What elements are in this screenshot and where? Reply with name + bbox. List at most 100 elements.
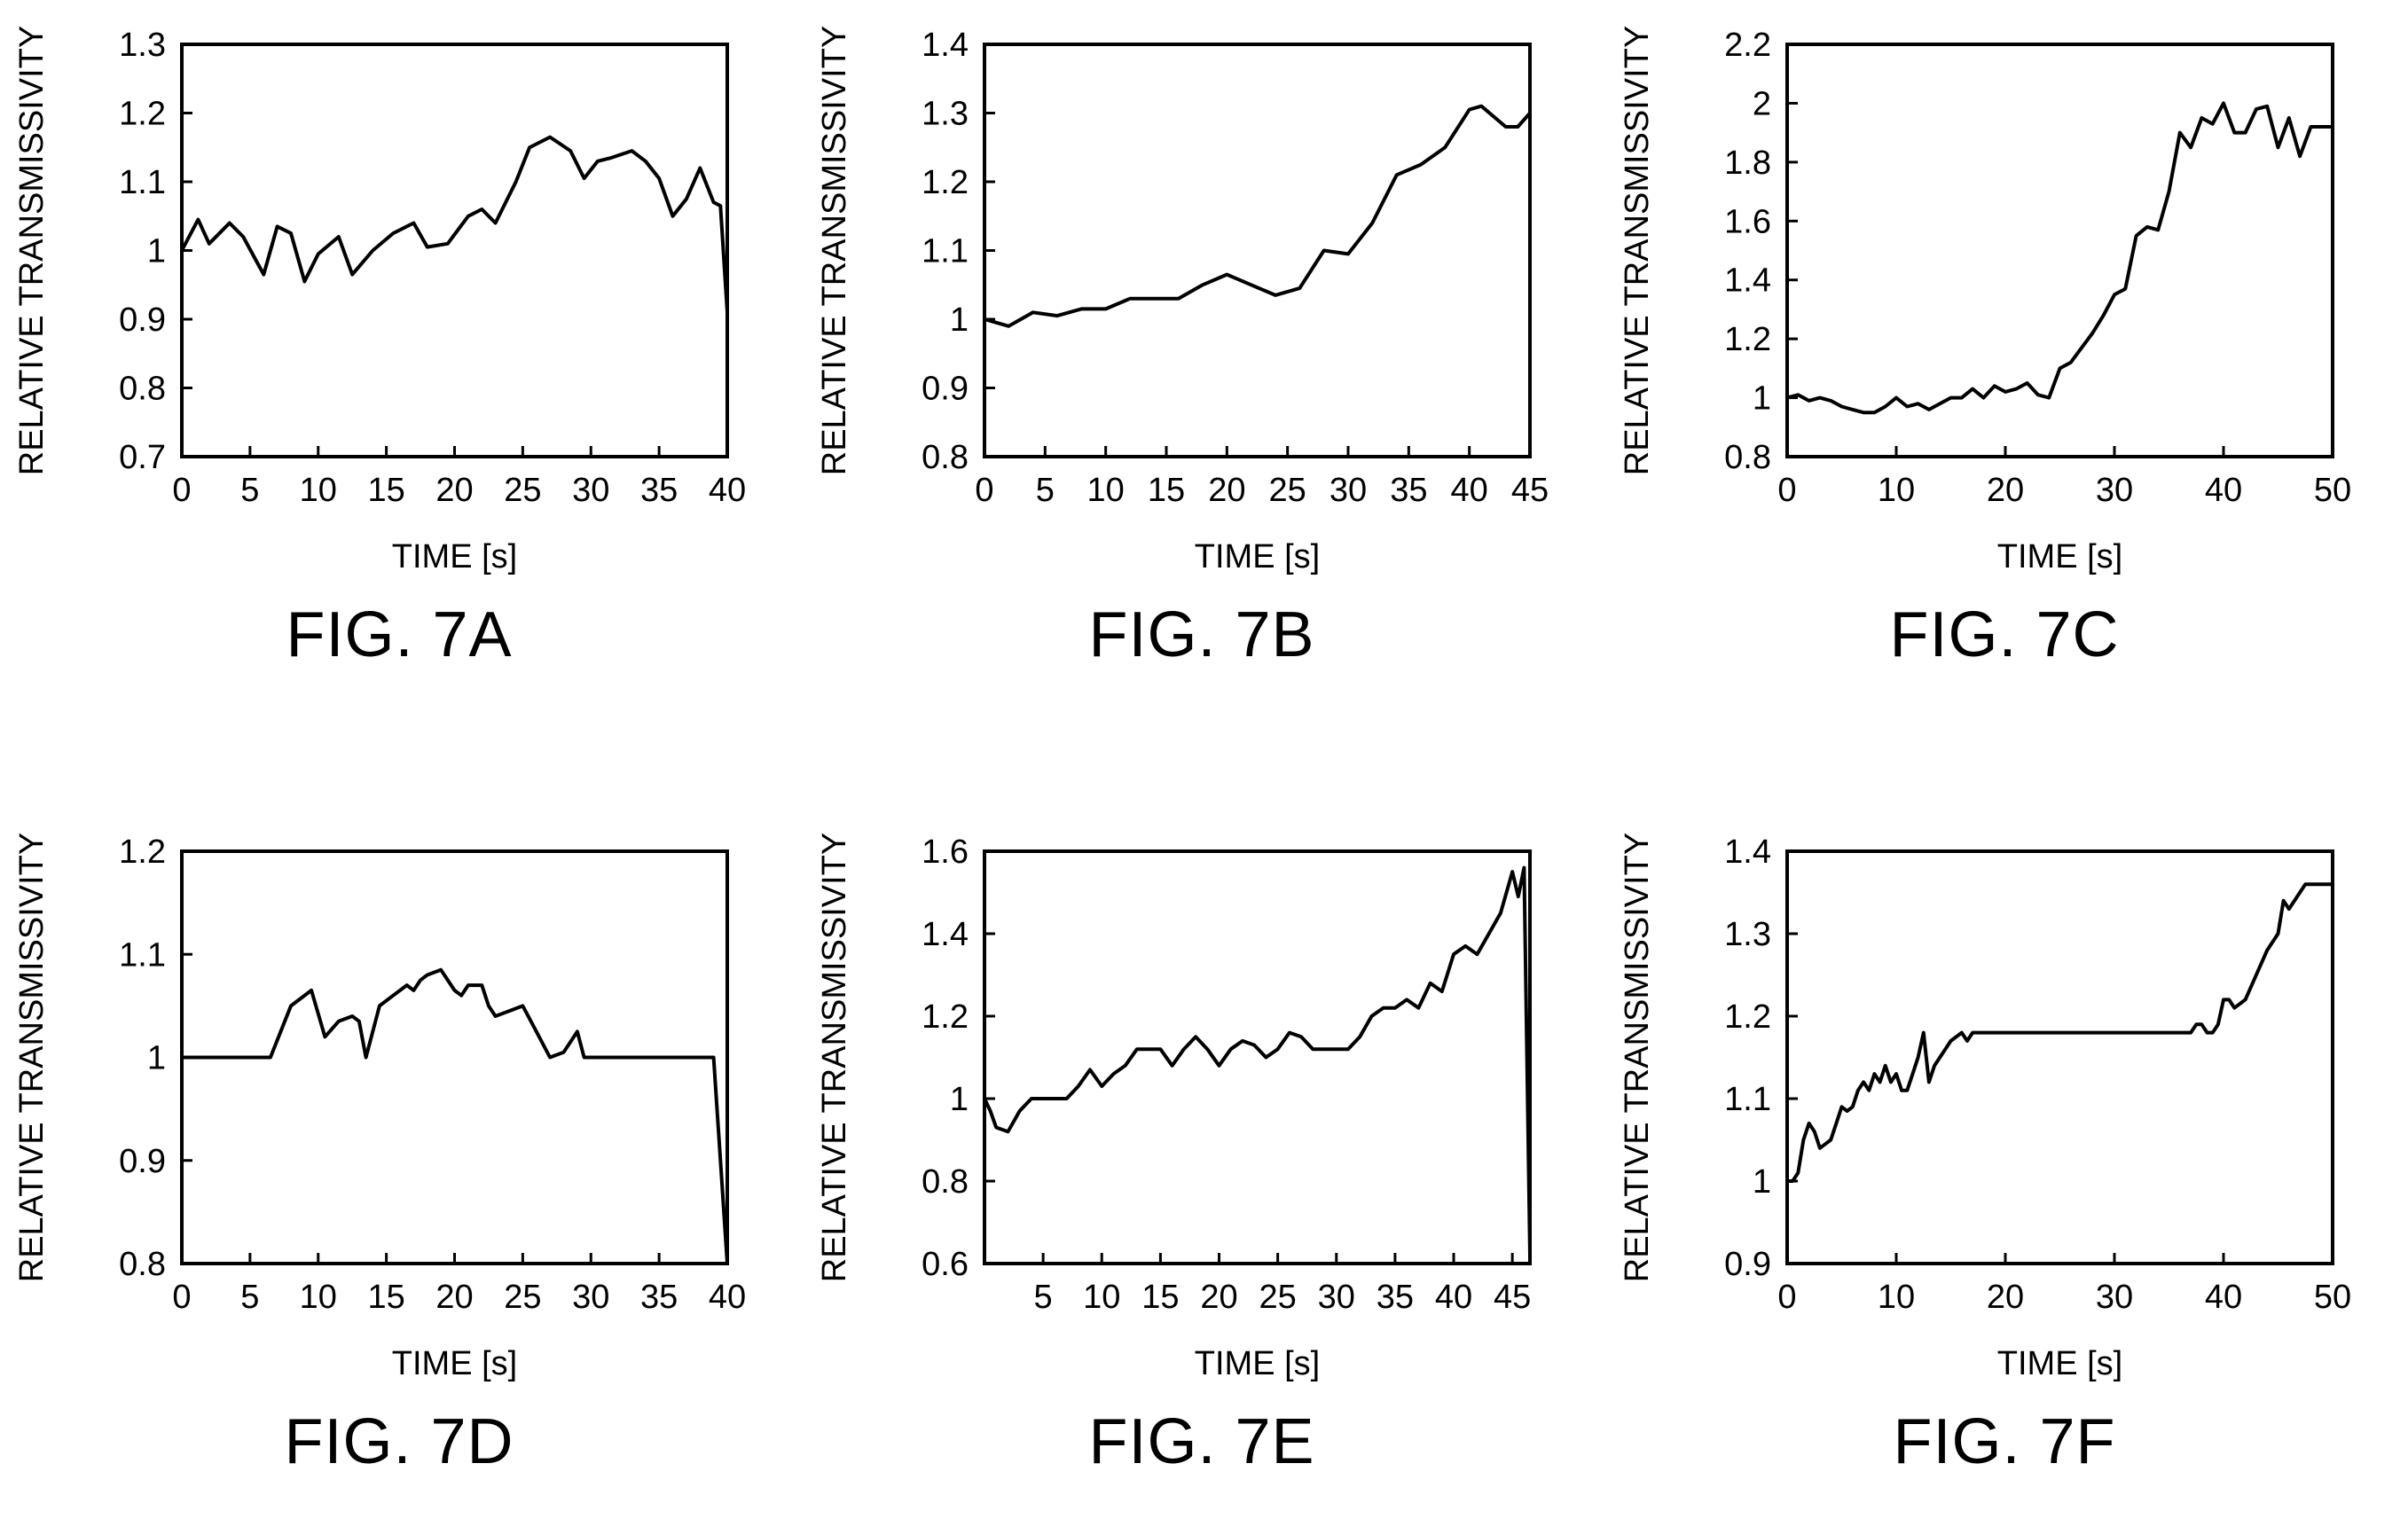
y-tick-label: 1.4 [1724, 262, 1771, 300]
y-tick-label: 1.3 [922, 96, 969, 133]
y-tick-label: 1.1 [1724, 1081, 1771, 1118]
y-axis-label: RELATIVE TRANSMISSIVITY [1619, 833, 1656, 1283]
chart-7b: 0 5 10 15 20 25 30 35 40 45 0.8 0.9 1 1.1 1.2 1.3 1.4 TIM… [816, 26, 1549, 575]
x-tick-label: 10 [300, 472, 337, 509]
y-tick-label: 1 [147, 1040, 166, 1077]
x-tick-label: 40 [2205, 1279, 2242, 1316]
x-tick-label: 35 [1390, 472, 1427, 509]
chart-7c: 0 10 20 30 40 50 0.8 1 1.2 1.4 1.6 1.8 2 2.2 TIME [s] R… [1619, 26, 2351, 575]
series-line [1787, 882, 2334, 1256]
plot-frame [1785, 43, 2334, 458]
x-tick-label: 30 [2096, 472, 2133, 509]
x-tick-label: 0 [172, 472, 191, 509]
x-tick-label: 20 [1987, 1279, 2024, 1316]
x-tick-label: 45 [1511, 472, 1549, 509]
y-tick-label: 1.4 [922, 27, 969, 64]
x-tick-label: 30 [1329, 472, 1367, 509]
x-tick-label: 0 [172, 1279, 191, 1316]
y-tick-label: 1.1 [119, 936, 166, 974]
x-tick-label: 30 [1318, 1279, 1355, 1316]
chart-7a: 0 5 10 15 20 25 30 35 40 0.7 0.8 0.9 1 1.1 1.2 1.3 TIME … [13, 26, 746, 575]
y-tick-label: 1.6 [1724, 203, 1771, 240]
chart-7f: 0 10 20 30 40 50 0.9 1 1.1 1.2 1.3 1.4 TIME [s] RELAT… [1619, 833, 2351, 1382]
y-tick-label: 0.8 [922, 1163, 969, 1201]
y-tick-label: 1.4 [922, 916, 969, 953]
x-tick-label: 25 [1269, 472, 1306, 509]
chart-panel-7d: 0 5 10 15 20 25 30 35 40 0.8 0.9 1 1.1 1.2 TIME [s] REL… [0, 807, 798, 1534]
chart-7e: 5 10 15 20 25 30 35 40 45 0.6 0.8 1 1.2 1.4 1.6 TIME [s… [816, 833, 1532, 1382]
x-tick-label: 40 [709, 1279, 746, 1316]
x-tick-label: 50 [2314, 1279, 2351, 1316]
y-tick-label: 2 [1753, 85, 1771, 122]
y-tick-label: 1.2 [922, 164, 969, 201]
x-tick-label: 0 [1777, 472, 1796, 509]
x-tick-label: 50 [2314, 472, 2351, 509]
y-axis-label: RELATIVE TRANSMISSIVITY [816, 26, 853, 476]
x-tick-label: 20 [435, 472, 473, 509]
x-axis-label: TIME [s] [1195, 538, 1320, 575]
series-line [180, 135, 729, 313]
x-axis-label: TIME [s] [1195, 1345, 1320, 1382]
x-axis-label: TIME [s] [392, 538, 517, 575]
plot-frame [180, 43, 729, 458]
figure-caption: FIG. 7B [1088, 599, 1315, 670]
x-tick-label: 25 [504, 472, 541, 509]
y-tick-label: 2.2 [1724, 27, 1771, 64]
series-line [984, 104, 1532, 328]
x-tick-label: 40 [1451, 472, 1488, 509]
chart-panel-7f: 0 10 20 30 40 50 0.9 1 1.1 1.2 1.3 1.4 TIME [s] RELAT… [1605, 807, 2404, 1534]
x-tick-label: 0 [975, 472, 993, 509]
y-tick-label: 1.1 [119, 164, 166, 201]
y-tick-label: 1.1 [922, 233, 969, 270]
y-tick-label: 1.2 [1724, 321, 1771, 358]
chart-panel-7a: 0 5 10 15 20 25 30 35 40 0.7 0.8 0.9 1 1.1 1.2 1.3 TIME … [0, 0, 798, 727]
plot-frame [983, 849, 1532, 1265]
figure-caption: FIG. 7D [284, 1406, 514, 1477]
x-tick-label: 20 [435, 1279, 473, 1316]
y-tick-label: 1.8 [1724, 145, 1771, 182]
y-tick-label: 1.2 [1724, 998, 1771, 1036]
plot-frame [983, 43, 1532, 458]
x-tick-label: 40 [709, 472, 746, 509]
y-tick-label: 1 [950, 301, 969, 339]
y-axis-label: RELATIVE TRANSMISSIVITY [13, 26, 51, 476]
y-tick-label: 1.2 [922, 998, 969, 1036]
x-tick-label: 20 [1987, 472, 2024, 509]
x-tick-label: 10 [1878, 1279, 1915, 1316]
y-tick-label: 1.3 [119, 27, 166, 64]
y-tick-label: 0.8 [922, 439, 969, 476]
x-tick-label: 5 [1034, 1279, 1053, 1316]
chart-panel-7e: 5 10 15 20 25 30 35 40 45 0.6 0.8 1 1.2 1.4 1.6 TIME [s… [803, 807, 1601, 1534]
y-tick-label: 0.9 [922, 371, 969, 408]
y-tick-label: 1.6 [922, 834, 969, 871]
y-tick-label: 0.9 [1724, 1246, 1771, 1283]
x-tick-label: 5 [240, 472, 259, 509]
x-tick-label: 35 [640, 472, 678, 509]
y-tick-label: 1.3 [1724, 916, 1771, 953]
series-line [182, 967, 729, 1264]
y-axis-label: RELATIVE TRANSMISSIVITY [1619, 26, 1656, 476]
x-tick-label: 30 [572, 1279, 609, 1316]
x-axis-label: TIME [s] [392, 1345, 517, 1382]
y-tick-label: 1 [147, 233, 166, 270]
y-tick-label: 1 [950, 1081, 969, 1118]
x-tick-label: 10 [1083, 1279, 1120, 1316]
x-tick-label: 35 [640, 1279, 678, 1316]
x-tick-label: 0 [1777, 1279, 1796, 1316]
x-tick-label: 25 [504, 1279, 541, 1316]
y-tick-label: 0.8 [1724, 439, 1771, 476]
series-line [1786, 101, 2333, 415]
x-tick-label: 40 [1435, 1279, 1472, 1316]
y-tick-label: 1.2 [119, 96, 166, 133]
x-tick-label: 5 [240, 1279, 259, 1316]
figure-caption: FIG. 7C [1889, 599, 2120, 670]
x-tick-label: 35 [1377, 1279, 1414, 1316]
x-tick-label: 20 [1208, 472, 1245, 509]
chart-panel-7b: 0 5 10 15 20 25 30 35 40 45 0.8 0.9 1 1.1 1.2 1.3 1.4 TIM… [803, 0, 1601, 727]
x-tick-label: 40 [2205, 472, 2242, 509]
x-tick-label: 5 [1036, 472, 1055, 509]
y-axis-label: RELATIVE TRANSMISSIVITY [13, 833, 51, 1283]
x-tick-label: 10 [1087, 472, 1125, 509]
x-tick-label: 45 [1494, 1279, 1531, 1316]
x-tick-label: 30 [572, 472, 609, 509]
